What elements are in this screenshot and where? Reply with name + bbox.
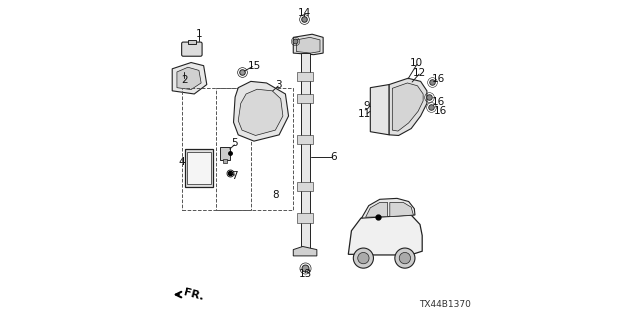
Text: 7: 7 xyxy=(231,171,238,181)
Bar xyxy=(298,135,313,144)
Polygon shape xyxy=(365,203,388,217)
Bar xyxy=(298,94,313,103)
Polygon shape xyxy=(362,198,415,218)
Bar xyxy=(298,182,313,191)
Bar xyxy=(298,213,313,223)
Polygon shape xyxy=(238,89,283,135)
Polygon shape xyxy=(389,78,427,135)
Text: 16: 16 xyxy=(433,106,447,116)
Text: 6: 6 xyxy=(330,152,337,162)
Polygon shape xyxy=(392,83,423,131)
Text: 9: 9 xyxy=(364,101,370,111)
Bar xyxy=(223,159,227,163)
Bar xyxy=(182,88,251,210)
Circle shape xyxy=(358,252,369,264)
Text: 15: 15 xyxy=(247,61,260,71)
Text: 11: 11 xyxy=(357,109,371,119)
Polygon shape xyxy=(234,81,289,141)
Polygon shape xyxy=(348,210,422,255)
Text: 3: 3 xyxy=(275,80,282,90)
Polygon shape xyxy=(371,84,389,135)
Bar xyxy=(298,72,313,81)
Text: FR.: FR. xyxy=(182,287,205,302)
Text: 8: 8 xyxy=(273,189,279,200)
Text: 13: 13 xyxy=(299,269,312,279)
Text: 5: 5 xyxy=(231,138,238,148)
Text: 16: 16 xyxy=(431,97,445,107)
Polygon shape xyxy=(172,62,207,94)
FancyBboxPatch shape xyxy=(182,42,202,56)
Circle shape xyxy=(395,248,415,268)
Bar xyxy=(220,148,230,160)
Text: 2: 2 xyxy=(181,75,188,85)
Text: TX44B1370: TX44B1370 xyxy=(419,300,471,309)
Bar xyxy=(188,151,211,184)
Bar xyxy=(185,149,213,187)
Bar xyxy=(216,88,293,210)
Text: 10: 10 xyxy=(410,58,424,68)
Text: 12: 12 xyxy=(412,68,426,77)
Polygon shape xyxy=(296,37,320,53)
Polygon shape xyxy=(177,67,201,90)
Circle shape xyxy=(399,252,411,264)
Bar xyxy=(301,53,310,254)
Bar xyxy=(188,40,196,44)
Polygon shape xyxy=(293,246,317,256)
Text: 14: 14 xyxy=(298,8,311,18)
Text: 1: 1 xyxy=(196,29,202,39)
Text: 4: 4 xyxy=(179,156,185,167)
Polygon shape xyxy=(293,34,323,55)
Circle shape xyxy=(353,248,374,268)
Text: 16: 16 xyxy=(431,74,445,84)
Polygon shape xyxy=(390,203,413,217)
